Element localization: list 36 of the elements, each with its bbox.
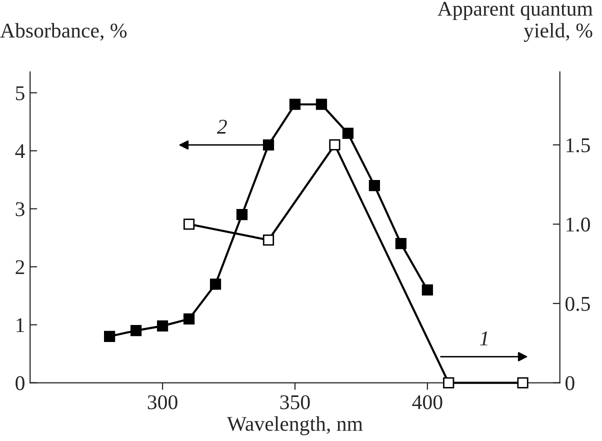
point — [517, 377, 528, 388]
point — [368, 180, 380, 192]
point — [183, 218, 195, 230]
point — [210, 278, 222, 290]
y-tick-label: 4 — [15, 144, 25, 158]
point — [329, 139, 340, 150]
point — [443, 377, 454, 388]
y-axis-title: Absorbance, % — [0, 23, 127, 41]
y-tick-label: 2 — [16, 260, 24, 274]
point — [422, 284, 433, 296]
x-tick-label: 300 — [148, 395, 178, 410]
point — [342, 128, 354, 139]
y2-tick-label: 1.0 — [566, 218, 590, 232]
point — [130, 325, 142, 336]
point — [395, 238, 406, 250]
annotation: 1 — [480, 332, 488, 346]
y-tick-label: 3 — [16, 202, 24, 216]
y2-tick-label: 0 — [566, 376, 574, 390]
point — [289, 98, 301, 110]
point — [104, 330, 116, 342]
x-axis-title: Wavelength, nm — [226, 416, 363, 436]
point — [236, 209, 248, 220]
point — [262, 234, 274, 246]
x-tick-label: 400 — [412, 395, 442, 410]
point — [183, 313, 195, 325]
point — [316, 98, 328, 110]
point — [156, 320, 168, 332]
y2-tick-label: 0.5 — [566, 296, 590, 311]
annotation: 2 — [216, 120, 227, 134]
x-tick-label: 350 — [280, 395, 310, 410]
point — [262, 139, 274, 151]
y-tick-label: 0 — [16, 376, 24, 390]
y-tick-label: 5 — [16, 86, 24, 100]
y2-tick-label: 1.5 — [566, 138, 590, 152]
y-tick-label: 1 — [16, 318, 24, 332]
y2-axis-title: Apparent quantum yield, % — [438, 2, 593, 42]
